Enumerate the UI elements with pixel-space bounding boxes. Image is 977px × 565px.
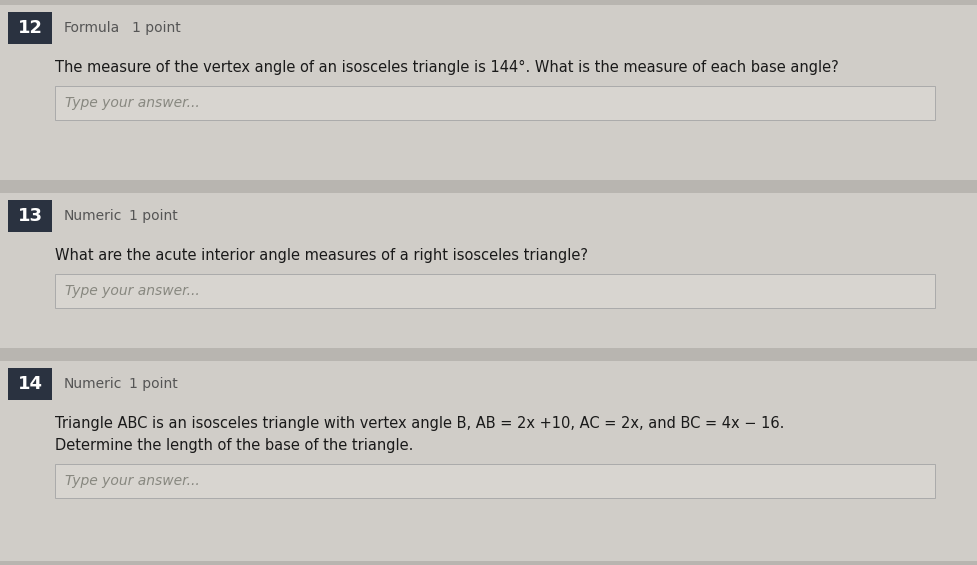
FancyBboxPatch shape: [8, 12, 52, 44]
Text: 1 point: 1 point: [132, 21, 181, 35]
FancyBboxPatch shape: [55, 86, 934, 120]
Text: Formula: Formula: [64, 21, 120, 35]
Text: 14: 14: [18, 375, 42, 393]
FancyBboxPatch shape: [55, 274, 934, 308]
FancyBboxPatch shape: [8, 368, 52, 400]
Text: Type your answer...: Type your answer...: [64, 284, 199, 298]
Text: 1 point: 1 point: [129, 209, 178, 223]
Text: 12: 12: [18, 19, 42, 37]
Text: The measure of the vertex angle of an isosceles triangle is 144°. What is the me: The measure of the vertex angle of an is…: [55, 60, 838, 75]
Text: 13: 13: [18, 207, 42, 225]
FancyBboxPatch shape: [8, 200, 52, 232]
Text: Determine the length of the base of the triangle.: Determine the length of the base of the …: [55, 438, 413, 453]
FancyBboxPatch shape: [0, 361, 977, 561]
Text: Triangle ABC is an isosceles triangle with vertex angle B, AB = 2x +10, AC = 2x,: Triangle ABC is an isosceles triangle wi…: [55, 416, 784, 431]
Text: Numeric: Numeric: [64, 377, 122, 391]
FancyBboxPatch shape: [0, 193, 977, 348]
FancyBboxPatch shape: [0, 5, 977, 180]
Text: Type your answer...: Type your answer...: [64, 96, 199, 110]
Text: Numeric: Numeric: [64, 209, 122, 223]
FancyBboxPatch shape: [55, 464, 934, 498]
Text: What are the acute interior angle measures of a right isosceles triangle?: What are the acute interior angle measur…: [55, 248, 587, 263]
Text: Type your answer...: Type your answer...: [64, 474, 199, 488]
Text: 1 point: 1 point: [129, 377, 178, 391]
